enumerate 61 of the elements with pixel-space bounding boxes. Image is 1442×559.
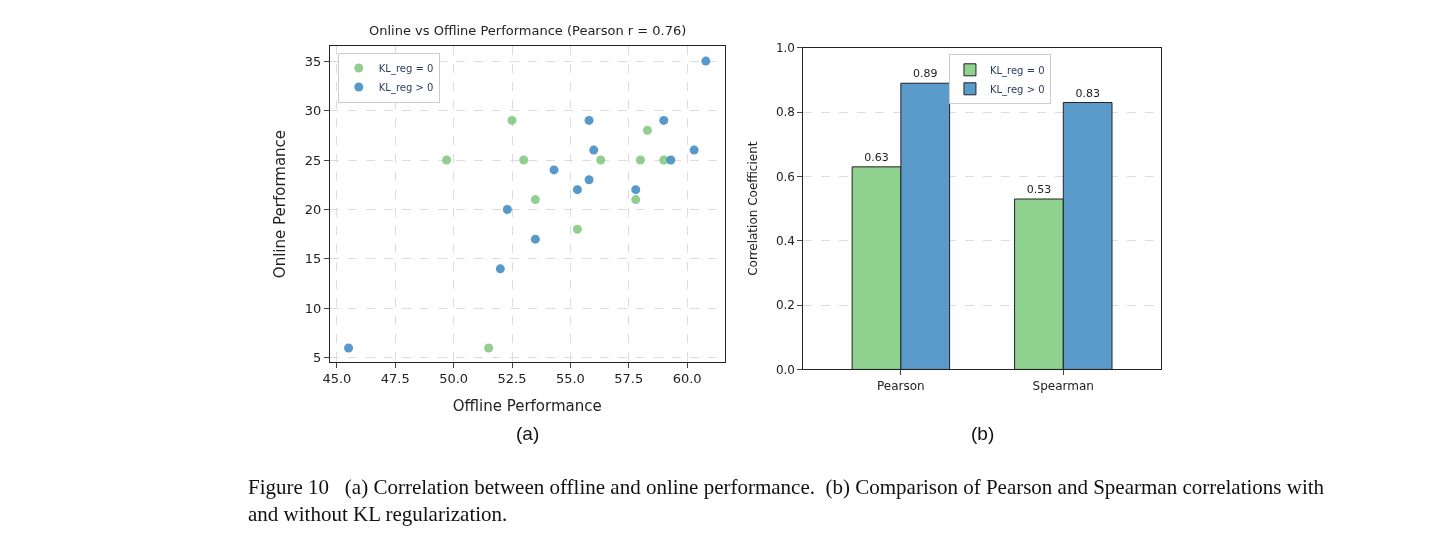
x-tick-label: 45.0 [322, 371, 352, 387]
point [701, 56, 711, 66]
y-tick-label: 0.6 [775, 169, 796, 184]
x-tick-label: 55.0 [555, 371, 585, 387]
x-tick-label: 47.5 [380, 371, 410, 387]
text: (a) [516, 423, 540, 444]
point [530, 234, 540, 244]
y-tick-label: 1.0 [775, 41, 796, 56]
x-tick-label: 60.0 [672, 371, 702, 387]
y-tick-label: 35 [304, 53, 322, 69]
text: (b) [971, 423, 995, 444]
y-axis-title: Online Performance [270, 129, 289, 279]
y-tick-label: 15 [304, 251, 322, 267]
data-label: 0.83 [1075, 86, 1100, 100]
point [631, 195, 641, 205]
point [631, 185, 641, 195]
legend-label: KL_reg = 0 [989, 64, 1045, 77]
y-tick-label: 10 [304, 300, 322, 316]
data-label: 0.63 [864, 150, 889, 164]
point [584, 115, 594, 125]
y-tick-label: 25 [304, 152, 322, 168]
point [507, 115, 517, 125]
legend-label: KL_reg > 0 [378, 81, 434, 94]
x-axis-title: Offline Performance [452, 397, 602, 416]
point [442, 155, 452, 165]
y-tick-label: 0.8 [775, 105, 796, 120]
data-label: 0.89 [912, 67, 938, 81]
x-tick-label: 50.0 [439, 371, 469, 387]
point [589, 145, 599, 155]
chart-title: Online vs Offline Performance (Pearson r = 0.76) [369, 23, 687, 38]
point [659, 115, 669, 125]
point [572, 224, 582, 234]
y-tick-label: 30 [304, 103, 322, 119]
y-tick-label: 20 [304, 202, 322, 218]
point [584, 175, 594, 185]
point [635, 155, 645, 165]
point [642, 125, 652, 135]
point [530, 195, 540, 205]
point [549, 165, 559, 175]
x-tick-label: Pearson [877, 378, 925, 393]
data-label: 0.53 [1026, 183, 1052, 197]
point [666, 155, 676, 165]
y-tick-label: 5 [312, 350, 322, 366]
x-tick-label: 52.5 [497, 371, 527, 387]
point [484, 343, 494, 353]
x-tick-label: 57.5 [614, 371, 644, 387]
y-tick-label: 0.4 [775, 234, 796, 248]
point [495, 264, 505, 274]
point [689, 145, 699, 155]
legend-label: KL_reg = 0 [378, 62, 434, 75]
y-tick-label: 0.2 [775, 298, 796, 313]
point [344, 343, 354, 353]
point [502, 204, 512, 214]
caption: Figure 10 (a) Correlation between offline and online performance. (b) Comparison of Pearson and Spearman correlations with and without KL regularization. [248, 475, 1325, 527]
legend-label: KL_reg > 0 [989, 83, 1045, 96]
point [572, 185, 582, 195]
x-tick-label: Spearman [1032, 378, 1094, 393]
point [596, 155, 606, 165]
point [519, 155, 529, 165]
y-axis-title: Correlation Coefficient [746, 141, 761, 276]
y-tick-label: 0.0 [775, 362, 796, 377]
